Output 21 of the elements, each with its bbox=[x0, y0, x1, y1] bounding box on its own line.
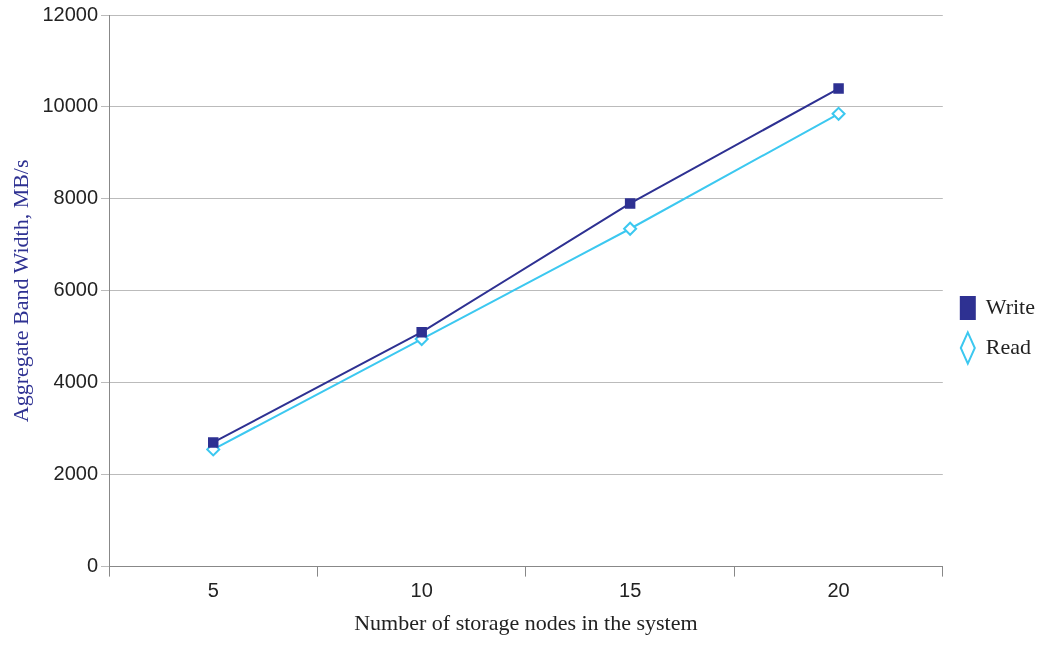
x-tick-label: 10 bbox=[410, 579, 433, 602]
y-axis-title: Aggregate Band Width, MB/s bbox=[7, 159, 33, 423]
point bbox=[623, 221, 638, 236]
x-tick-label: 20 bbox=[827, 579, 850, 602]
point bbox=[416, 326, 427, 338]
point bbox=[831, 106, 846, 121]
x-tick-label: 15 bbox=[619, 579, 642, 602]
y-tick-label: 12000 bbox=[42, 2, 99, 25]
y-tick-label: 10000 bbox=[42, 94, 99, 117]
y-tick-label: 4000 bbox=[53, 370, 99, 393]
x-axis-title: Number of storage nodes in the system bbox=[354, 609, 698, 635]
legend-label: Write bbox=[985, 293, 1035, 319]
point bbox=[208, 437, 219, 448]
y-tick-label: 6000 bbox=[53, 278, 99, 301]
x-tick-label: 5 bbox=[207, 579, 219, 602]
y-tick-label: 2000 bbox=[53, 462, 99, 485]
point bbox=[624, 198, 636, 209]
y-tick-label: 0 bbox=[86, 554, 99, 577]
point bbox=[833, 83, 844, 94]
legend-label: Read bbox=[985, 333, 1031, 359]
y-tick-label: 8000 bbox=[53, 186, 99, 209]
